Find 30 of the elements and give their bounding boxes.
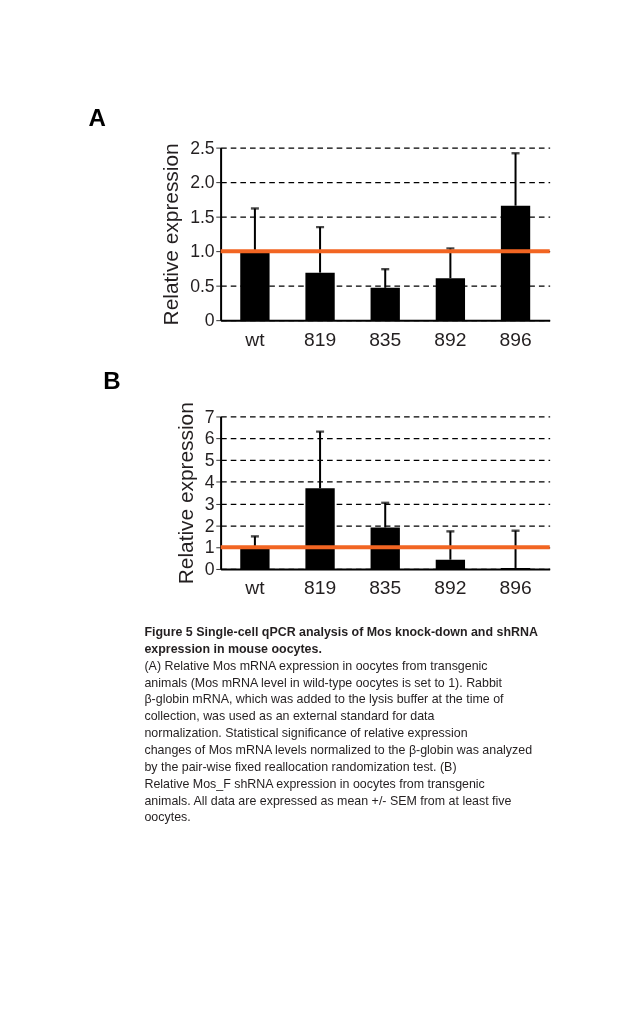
y-tick-label: 6 (204, 428, 215, 449)
x-tick-label: wt (244, 577, 266, 599)
y-tick-label: 1 (204, 537, 215, 558)
x-tick-label: 819 (304, 577, 337, 599)
x-tick-label: 896 (499, 328, 532, 350)
x-tick-label: 835 (369, 577, 402, 599)
y-tick-label: 2 (204, 515, 215, 536)
y-tick-label: 4 (204, 471, 215, 492)
y-tick-label: 0 (204, 310, 215, 331)
y-tick-label: 0 (204, 559, 215, 580)
x-tick-label: 835 (369, 328, 402, 350)
chart-title: B (103, 366, 121, 394)
chart-title: A (88, 104, 107, 132)
caption: Figure 5 Single-cell qPCR analysis of Mos knock-down and shRNA expression in mouse oocytes. (144, 625, 538, 656)
x-tick-label: 819 (304, 328, 337, 350)
y-tick-label: 0.5 (190, 275, 215, 296)
y-tick-label: 2.0 (190, 172, 215, 193)
x-tick-label: wt (244, 328, 266, 350)
text: (A) Relative Mos mRNA expression in oocytes from transgenic animals (Mos mRNA level in wild-type oocytes is set to 1). Rabbit β-globin mRNA, which was added to the lysis buffer at the time of collection, was used as an external standard for data normalization. Statistical significance of relative expression changes of Mos mRNA levels normalized to the β-globin was analyzed by the pair-wise fixed reallocation randomization test. (B) Relative Mos_F shRNA expression in oocytes from transgenic animals. All data are expressed as mean +/- SEM from at least five oocytes. (144, 658, 533, 825)
y-tick-label: 1.0 (190, 241, 215, 262)
y-axis-title: Relative expression (159, 143, 183, 326)
y-tick-label: 5 (204, 450, 215, 471)
y-tick-label: 2.5 (190, 137, 215, 158)
y-tick-label: 7 (204, 406, 215, 427)
y-axis-title: Relative expression (173, 402, 197, 585)
x-tick-label: 896 (499, 577, 532, 599)
y-tick-label: 1.5 (190, 206, 215, 227)
x-tick-label: 892 (434, 328, 467, 350)
x-tick-label: 892 (434, 577, 467, 599)
y-tick-label: 3 (204, 493, 215, 514)
